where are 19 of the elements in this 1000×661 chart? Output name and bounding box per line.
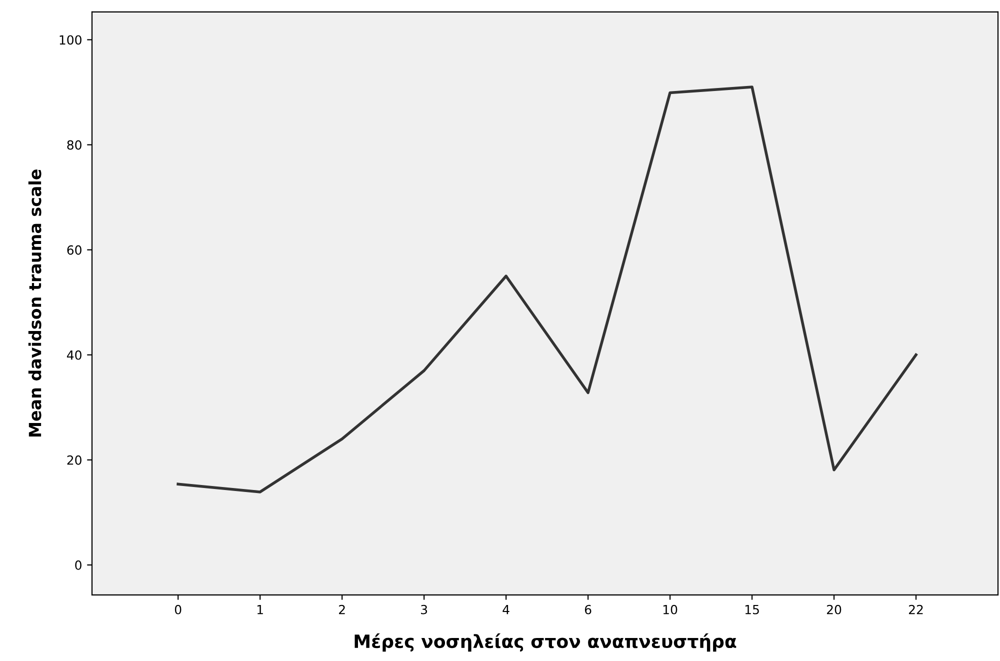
x-tick-label: 1	[257, 605, 263, 614]
y-tick-label: 40	[66, 350, 82, 360]
x-axis-title: Μέρες νοσηλείας στον αναπνευστήρα	[354, 633, 736, 652]
x-tick-label: 3	[421, 604, 428, 614]
y-tick-label: 60	[67, 245, 82, 255]
y-axis-title: Mean davidson trauma scale	[28, 170, 42, 437]
x-tick-label: 20	[826, 604, 842, 614]
line-series	[176, 86, 918, 494]
y-tick-label: 20	[67, 455, 82, 465]
x-tick-label: 10	[663, 604, 678, 614]
y-tick-label: 100	[60, 35, 82, 45]
x-tick-label: 15	[745, 605, 759, 614]
x-tick-label: 6	[584, 604, 592, 614]
x-tick-label: 4	[502, 605, 510, 614]
y-tick-label: 80	[67, 140, 82, 150]
x-tick-label: 0	[174, 604, 182, 614]
y-tick-label: 0	[75, 560, 82, 570]
x-tick-label: 2	[339, 604, 345, 614]
x-tick-label: 22	[908, 604, 923, 614]
